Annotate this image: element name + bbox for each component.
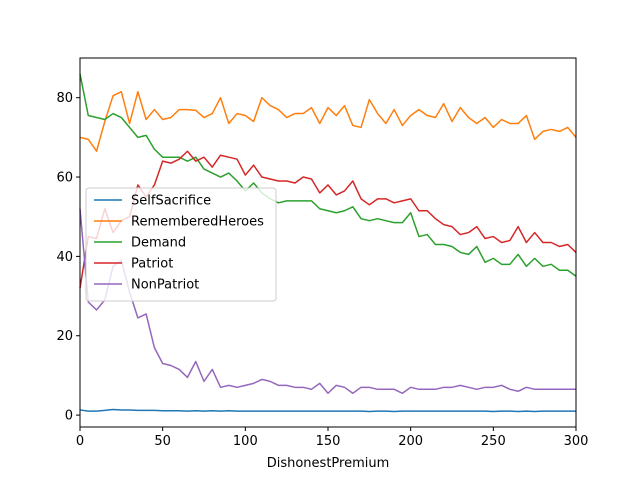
x-axis: 0 50 100 150 200 250 300 xyxy=(76,427,589,449)
y-tick-label: 60 xyxy=(56,171,73,186)
y-axis: 0 20 40 60 80 xyxy=(56,91,80,424)
y-tick-label: 0 xyxy=(65,409,73,424)
x-tick-label: 200 xyxy=(398,434,423,449)
legend-label-patriot: Patriot xyxy=(131,257,173,272)
x-tick-label: 300 xyxy=(564,434,589,449)
x-axis-label: DishonestPremium xyxy=(267,456,390,471)
y-tick-label: 80 xyxy=(56,91,73,106)
x-tick-label: 0 xyxy=(76,434,84,449)
series-layer xyxy=(79,73,577,413)
legend-label-rememberedheroes: RememberedHeroes xyxy=(131,215,264,230)
series-line-selfsacrifice xyxy=(79,408,576,413)
series-line-patriot xyxy=(79,150,577,289)
y-tick-label: 20 xyxy=(56,329,73,344)
series-line-rememberedheroes xyxy=(79,90,577,152)
legend-label-selfsacrifice: SelfSacrifice xyxy=(131,194,211,209)
x-tick-label: 50 xyxy=(154,434,171,449)
x-tick-label: 250 xyxy=(481,434,506,449)
y-tick-label: 40 xyxy=(56,250,73,265)
legend: SelfSacrifice RememberedHeroes Demand Patri… xyxy=(85,187,277,302)
x-tick-label: 150 xyxy=(316,434,341,449)
legend-label-nonpatriot: NonPatriot xyxy=(131,278,199,293)
series-line-nonpatriot xyxy=(79,208,576,395)
legend-box xyxy=(85,187,277,302)
legend-label-demand: Demand xyxy=(131,236,186,251)
x-tick-label: 100 xyxy=(233,434,258,449)
series-line-demand xyxy=(79,73,577,277)
